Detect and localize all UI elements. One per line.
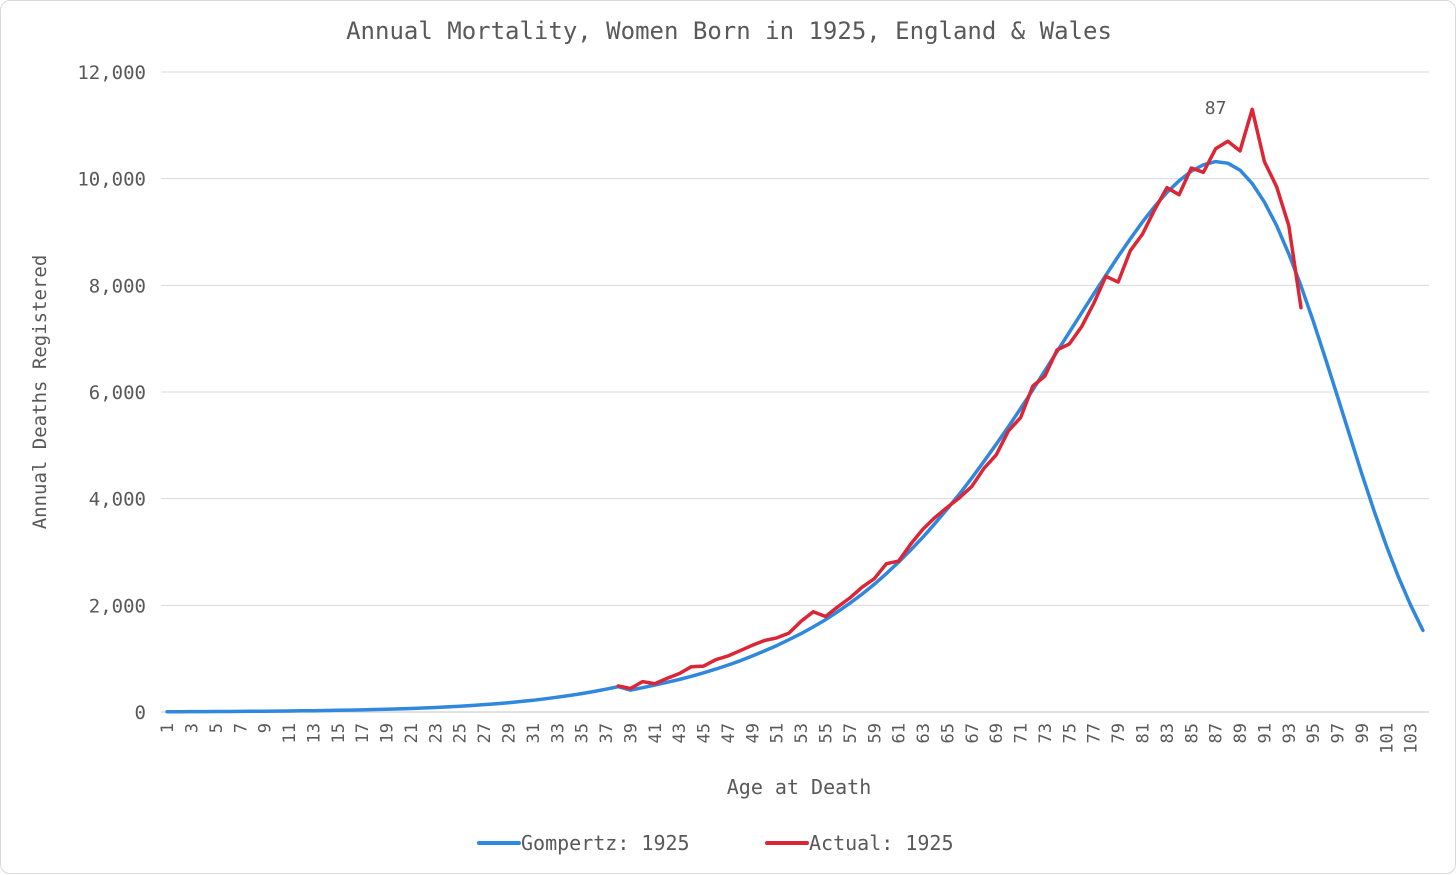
x-tick-label: 53	[792, 723, 812, 743]
x-axis-label: Age at Death	[727, 775, 872, 799]
series-line-gompertz	[165, 159, 1425, 714]
y-tick-label: 6,000	[89, 382, 146, 404]
x-tick-label: 57	[841, 723, 861, 743]
chart-title: Annual Mortality, Women Born in 1925, En…	[346, 17, 1112, 45]
y-tick-label: 10,000	[77, 169, 146, 191]
x-tick-label: 103	[1402, 723, 1422, 754]
x-tick-label: 35	[573, 723, 593, 743]
x-tick-label: 3	[182, 723, 202, 733]
x-tick-label: 47	[719, 723, 739, 743]
x-tick-label: 83	[1158, 723, 1178, 743]
x-tick-label: 15	[329, 723, 349, 743]
x-tick-label: 71	[1012, 723, 1032, 743]
x-tick-label: 19	[378, 723, 398, 743]
x-tick-label: 59	[865, 723, 885, 743]
y-tick-label: 12,000	[77, 62, 146, 84]
x-tick-label: 49	[743, 723, 763, 743]
x-tick-label: 25	[451, 723, 471, 743]
gridlines	[161, 71, 1429, 606]
x-tick-label: 13	[304, 723, 324, 743]
x-tick-label: 95	[1304, 723, 1324, 743]
x-tick-label: 65	[938, 723, 958, 743]
x-tick-label: 27	[475, 723, 495, 743]
x-tick-label: 81	[1133, 723, 1153, 743]
series-lines	[165, 107, 1425, 714]
x-tick-label: 67	[963, 723, 983, 743]
chart-legend: Gompertz: 1925 Actual: 1925	[477, 831, 954, 855]
y-tick-label: 2,000	[89, 595, 146, 617]
x-tick-label: 37	[597, 723, 617, 743]
x-tick-label: 31	[524, 723, 544, 743]
y-tick-label: 4,000	[89, 489, 146, 511]
x-tick-label: 5	[207, 723, 227, 733]
x-tick-label: 1	[158, 723, 178, 733]
x-tick-label: 41	[646, 723, 666, 743]
x-tick-label: 11	[280, 723, 300, 743]
x-tick-label: 39	[621, 723, 641, 743]
x-tick-label: 9	[256, 723, 276, 733]
x-tick-label: 55	[816, 723, 836, 743]
y-tick-label: 0	[135, 702, 146, 724]
x-tick-label: 93	[1280, 723, 1300, 743]
x-tick-label: 85	[1182, 723, 1202, 743]
x-tick-label: 91	[1255, 723, 1275, 743]
x-tick-label: 45	[695, 723, 715, 743]
x-tick-label: 7	[231, 723, 251, 733]
x-tick-label: 61	[890, 723, 910, 743]
legend-label-actual: Actual: 1925	[809, 831, 954, 855]
y-axis-ticks: 0 2,000 4,000 6,000 8,000 10,000 12,000	[77, 62, 146, 724]
x-tick-label: 43	[670, 723, 690, 743]
series-line-actual	[616, 107, 1303, 691]
x-tick-label: 17	[353, 723, 373, 743]
x-tick-label: 29	[499, 723, 519, 743]
peak-annotation: 87	[1205, 98, 1227, 119]
x-tick-label: 87	[1207, 723, 1227, 743]
legend-label-gompertz: Gompertz: 1925	[521, 831, 690, 855]
x-tick-label: 89	[1231, 723, 1251, 743]
x-tick-label: 21	[402, 723, 422, 743]
y-axis-label: Annual Deaths Registered	[29, 255, 51, 530]
x-tick-label: 101	[1377, 723, 1397, 754]
x-tick-label: 75	[1060, 723, 1080, 743]
x-tick-label: 79	[1109, 723, 1129, 743]
x-axis-ticks: 1 3 5 7 9 11 13 15 17 19 21 23 25 27 29 31 33 35 37 39 41 43 4…	[158, 723, 1422, 754]
y-tick-label: 8,000	[89, 275, 146, 297]
x-tick-label: 97	[1329, 723, 1349, 743]
x-tick-label: 23	[426, 723, 446, 743]
x-tick-label: 33	[548, 723, 568, 743]
x-tick-label: 99	[1353, 723, 1373, 743]
x-tick-label: 51	[768, 723, 788, 743]
x-tick-label: 73	[1036, 723, 1056, 743]
x-tick-label: 77	[1085, 723, 1105, 743]
x-tick-label: 69	[987, 723, 1007, 743]
x-tick-label: 63	[914, 723, 934, 743]
